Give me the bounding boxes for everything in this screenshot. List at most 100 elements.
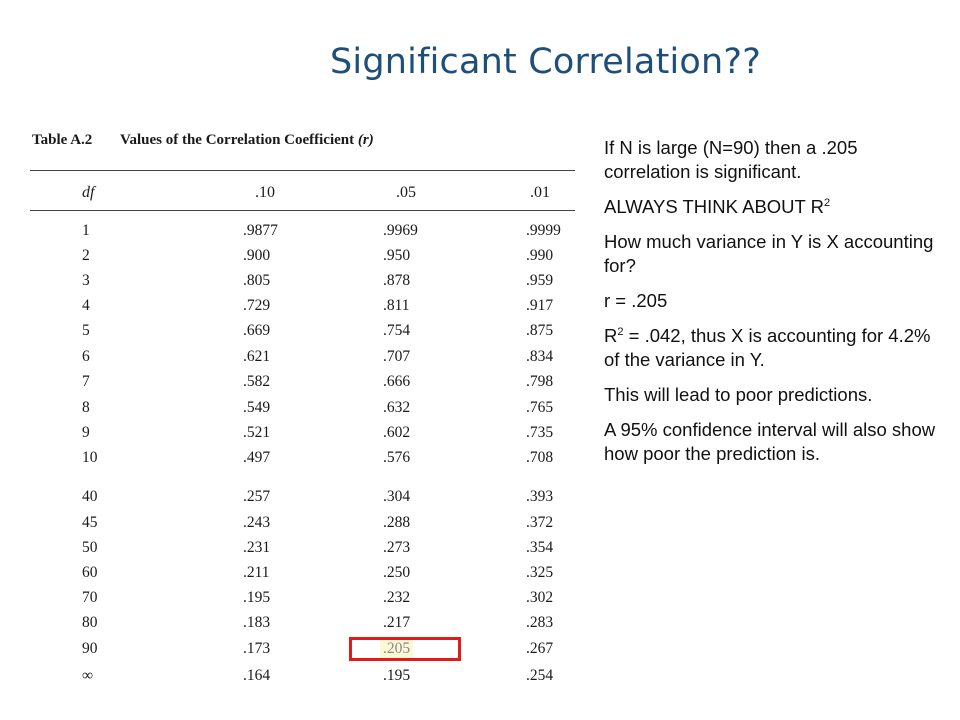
cell-df: 8: [82, 399, 90, 416]
cell-p01: .834: [526, 348, 554, 365]
cell-p10: .549: [243, 399, 271, 416]
column-header-10: .10: [255, 184, 275, 201]
cell-df: 4: [82, 297, 90, 314]
cell-df: 2: [82, 247, 90, 264]
cell-df: 45: [82, 514, 98, 531]
notes-panel: If N is large (N=90) then a .205 correla…: [604, 136, 944, 477]
cell-p05: .878: [383, 272, 411, 289]
cell-p05: .195: [383, 667, 411, 684]
cell-df: 50: [82, 539, 98, 556]
cell-df: 6: [82, 348, 90, 365]
note-r-value: r = .205: [604, 290, 668, 311]
cell-p01: .393: [526, 488, 554, 505]
cell-p05: .232: [383, 589, 411, 606]
cell-p05: .754: [383, 322, 411, 339]
cell-p05: .9969: [383, 222, 418, 239]
table-row: 1 .9877 .9969 .9999: [30, 222, 575, 246]
table-row: 80 .183 .217 .283: [30, 614, 575, 638]
cell-df: 90: [82, 640, 98, 657]
table-row: 2 .900 .950 .990: [30, 247, 575, 271]
cell-p10: .582: [243, 373, 271, 390]
table-row: 6 .621 .707 .834: [30, 348, 575, 372]
cell-p10: .621: [243, 348, 271, 365]
cell-p05: .950: [383, 247, 411, 264]
cell-p01: .798: [526, 373, 554, 390]
cell-df: 60: [82, 564, 98, 581]
note-poor-predictions: This will lead to poor predictions.: [604, 384, 873, 405]
cell-p10: .164: [243, 667, 271, 684]
note-r2-symbol: R: [604, 325, 618, 346]
table-row: 7 .582 .666 .798: [30, 373, 575, 397]
cell-df: 3: [82, 272, 90, 289]
table-row: 3 .805 .878 .959: [30, 272, 575, 296]
cell-p05: .632: [383, 399, 411, 416]
column-header-01: .01: [530, 184, 550, 201]
table-header-rule: [30, 210, 575, 211]
cell-p05: .250: [383, 564, 411, 581]
slide-title: Significant Correlation??: [330, 42, 761, 82]
note-think-r2-sup: 2: [824, 197, 831, 209]
cell-df: ∞: [82, 667, 94, 684]
note-r2-value: R2 = .042, thus X is accounting for 4.2%…: [604, 324, 944, 372]
cell-p10: .211: [243, 564, 270, 581]
cell-p10: .669: [243, 322, 271, 339]
column-header-df: df: [82, 184, 95, 201]
cell-p10: .257: [243, 488, 271, 505]
note-think-r2-text: ALWAYS THINK ABOUT R: [604, 196, 824, 217]
table-row: 10 .497 .576 .708: [30, 449, 575, 473]
note-r2-sup: 2: [617, 326, 624, 338]
note-think-r2: ALWAYS THINK ABOUT R2: [604, 195, 944, 219]
cell-p10: .9877: [243, 222, 278, 239]
cell-p05: .304: [383, 488, 411, 505]
cell-p10: .183: [243, 614, 271, 631]
cell-p05: .205: [380, 640, 414, 658]
table-row: 5 .669 .754 .875: [30, 322, 575, 346]
cell-p10: .173: [243, 640, 271, 657]
cell-p10: .805: [243, 272, 271, 289]
cell-p01: .254: [526, 667, 554, 684]
cell-p05: .666: [383, 373, 411, 390]
table-row: 70 .195 .232 .302: [30, 589, 575, 613]
cell-p10: .729: [243, 297, 271, 314]
note-variance-question: How much variance in Y is X accounting f…: [604, 231, 934, 276]
correlation-table: Table A.2 Values of the Correlation Coef…: [30, 126, 575, 696]
column-header-05: .05: [396, 184, 416, 201]
cell-df: 1: [82, 222, 90, 239]
note-large-n: If N is large (N=90) then a .205 correla…: [604, 137, 858, 182]
cell-p01: .325: [526, 564, 554, 581]
table-row: 45 .243 .288 .372: [30, 514, 575, 538]
cell-df: 9: [82, 424, 90, 441]
table-row: 9 .521 .602 .735: [30, 424, 575, 448]
cell-df: 7: [82, 373, 90, 390]
cell-df: 80: [82, 614, 98, 631]
cell-p10: .195: [243, 589, 271, 606]
table-row: 4 .729 .811 .917: [30, 297, 575, 321]
cell-p05: .576: [383, 449, 411, 466]
table-row: 50 .231 .273 .354: [30, 539, 575, 563]
note-confidence-interval: A 95% confidence interval will also show…: [604, 419, 936, 464]
table-caption-symbol: (r): [357, 132, 374, 148]
cell-p10: .243: [243, 514, 271, 531]
cell-df: 5: [82, 322, 90, 339]
table-caption-label: Table A.2: [32, 132, 93, 148]
table-row: ∞ .164 .195 .254: [30, 667, 575, 691]
cell-p01: .735: [526, 424, 554, 441]
cell-p05: .811: [383, 297, 410, 314]
cell-p05: .707: [383, 348, 411, 365]
table-top-rule: [30, 170, 575, 171]
cell-p01: .283: [526, 614, 554, 631]
cell-df: 70: [82, 589, 98, 606]
cell-p01: .372: [526, 514, 554, 531]
table-row: 60 .211 .250 .325: [30, 564, 575, 588]
cell-p10: .231: [243, 539, 271, 556]
cell-p10: .900: [243, 247, 271, 264]
highlight-box: [349, 637, 461, 661]
table-row: 40 .257 .304 .393: [30, 488, 575, 512]
table-row: 8 .549 .632 .765: [30, 399, 575, 423]
table-caption-text: Values of the Correlation Coefficient: [120, 132, 355, 148]
note-r2-text: = .042, thus X is accounting for 4.2% of…: [604, 325, 931, 370]
cell-p01: .959: [526, 272, 554, 289]
cell-p01: .9999: [526, 222, 561, 239]
cell-p01: .302: [526, 589, 554, 606]
table-caption-title: Values of the Correlation Coefficient (r…: [120, 132, 374, 149]
